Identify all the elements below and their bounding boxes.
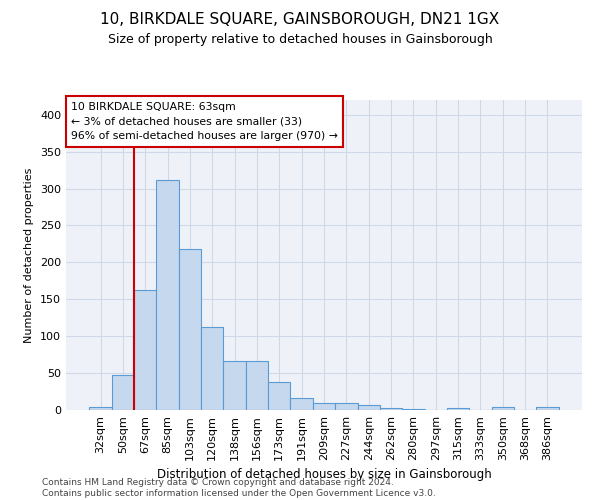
Bar	[358, 405, 380, 410]
Bar	[201, 326, 223, 410]
Text: 10, BIRKDALE SQUARE, GAINSBOROUGH, DN21 1GX: 10, BIRKDALE SQUARE, GAINSBOROUGH, DN21 …	[100, 12, 500, 28]
Bar	[268, 382, 290, 410]
Bar	[447, 408, 469, 410]
Bar	[223, 360, 246, 410]
Bar	[335, 402, 358, 410]
Bar	[89, 407, 112, 410]
Text: Size of property relative to detached houses in Gainsborough: Size of property relative to detached ho…	[107, 32, 493, 46]
Bar	[380, 408, 402, 410]
Bar	[290, 398, 313, 410]
Text: 10 BIRKDALE SQUARE: 63sqm
← 3% of detached houses are smaller (33)
96% of semi-d: 10 BIRKDALE SQUARE: 63sqm ← 3% of detach…	[71, 102, 338, 141]
Bar	[179, 249, 201, 410]
Bar	[157, 180, 179, 410]
Bar	[134, 290, 157, 410]
Bar	[491, 407, 514, 410]
Bar	[246, 360, 268, 410]
Bar	[536, 407, 559, 410]
Bar	[112, 376, 134, 410]
Text: Contains HM Land Registry data © Crown copyright and database right 2024.
Contai: Contains HM Land Registry data © Crown c…	[42, 478, 436, 498]
Bar	[313, 402, 335, 410]
X-axis label: Distribution of detached houses by size in Gainsborough: Distribution of detached houses by size …	[157, 468, 491, 481]
Y-axis label: Number of detached properties: Number of detached properties	[25, 168, 34, 342]
